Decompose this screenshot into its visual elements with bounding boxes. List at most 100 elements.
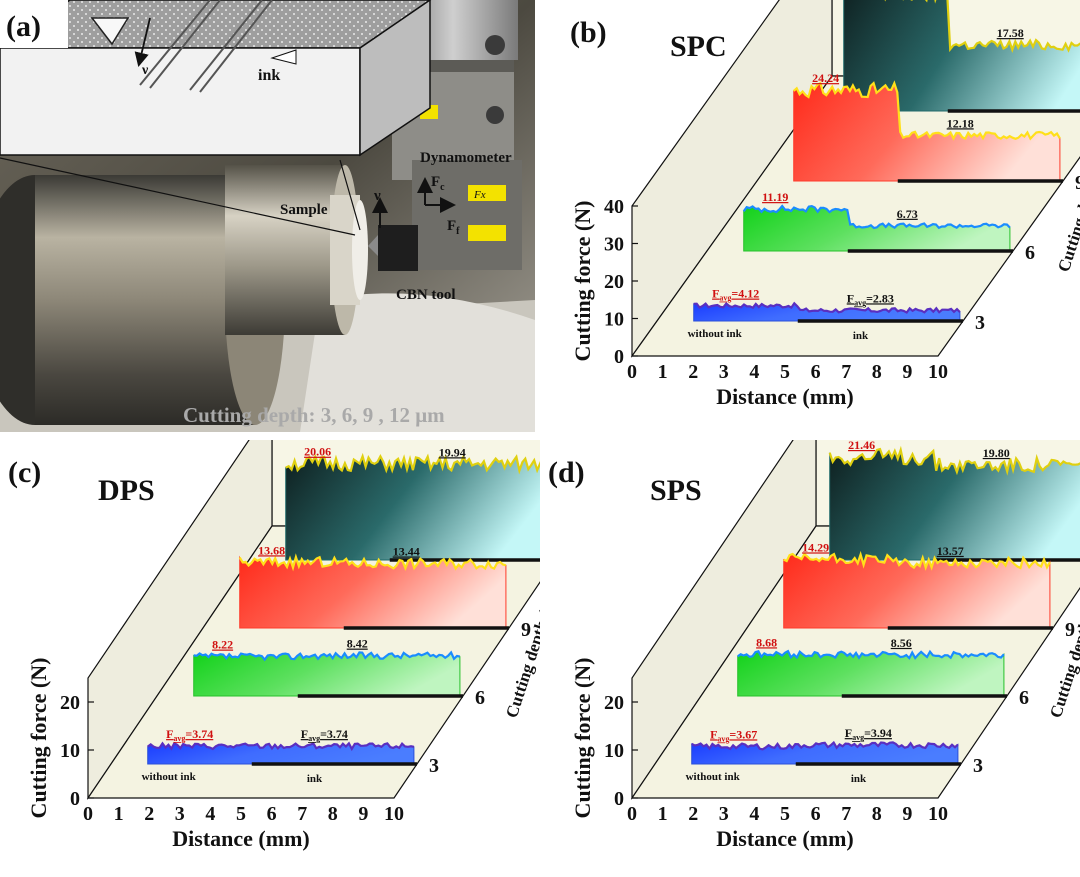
avg-label-ink-depth-6: 6.73 [897, 207, 918, 221]
x-axis-title: Distance (mm) [172, 826, 309, 851]
force-trace-depth-9 [783, 550, 1051, 571]
chart-title: DPS [98, 474, 155, 507]
depth-tick-3: 3 [975, 312, 985, 334]
cutting-depth-caption: Cutting depth: 3, 6, 9 , 12 μm [183, 403, 445, 427]
x-tick-6: 6 [811, 803, 821, 825]
x-tick-4: 4 [749, 361, 759, 383]
fc-label: Fc [431, 174, 445, 193]
chart-title: SPS [650, 474, 702, 507]
panel-tag: (d) [548, 456, 585, 489]
chart-panel-sps: 21.46 19.80 12 14.29 13.57 9 8.68 8.56 6 Favg=3.6… [540, 404, 1080, 872]
x-tick-7: 7 [297, 803, 307, 825]
region-label-without-ink: without ink [688, 328, 743, 340]
depth-tick-6: 6 [1019, 687, 1029, 709]
x-tick-0: 0 [627, 803, 637, 825]
y-tick-0: 0 [614, 788, 624, 810]
ff-label: Ff [447, 218, 460, 237]
avg-label-without-ink-depth-3: Favg=4.12 [712, 287, 759, 303]
avg-label-without-ink-depth-9: 24.24 [812, 71, 839, 85]
x-tick-2: 2 [688, 803, 698, 825]
chart-title: SPC [670, 30, 727, 63]
x-tick-5: 5 [780, 803, 790, 825]
y-tick-40: 40 [604, 196, 624, 218]
avg-label-ink-depth-9: 13.57 [937, 544, 964, 558]
x-tick-7: 7 [841, 803, 851, 825]
x-tick-2: 2 [144, 803, 154, 825]
region-label-ink: ink [307, 773, 323, 785]
avg-label-without-ink-depth-12: 21.46 [848, 440, 875, 452]
x-tick-7: 7 [841, 361, 851, 383]
chart-svg-spc: 31.5117.581224.2412.18911.196.736Favg=4.… [570, 0, 1080, 409]
depth-tick-9: 9 [521, 619, 531, 641]
avg-label-ink-depth-12: 17.58 [997, 26, 1024, 40]
x-tick-3: 3 [719, 803, 729, 825]
x-tick-1: 1 [114, 803, 124, 825]
x-tick-8: 8 [872, 361, 882, 383]
avg-label-without-ink-depth-3: Favg=3.74 [166, 727, 213, 743]
y-tick-30: 30 [604, 234, 624, 256]
dynamometer-label: Dynamometer [420, 150, 512, 166]
avg-label-without-ink-depth-3: Favg=3.67 [710, 727, 757, 743]
y-tick-20: 20 [604, 271, 624, 293]
sample-label: Sample [280, 202, 328, 218]
avg-label-without-ink-depth-9: 13.68 [258, 543, 285, 557]
x-tick-3: 3 [175, 803, 185, 825]
x-tick-4: 4 [749, 803, 759, 825]
y-tick-10: 10 [604, 309, 624, 331]
chart-panel-dps: 20.06 19.94 12 13.68 13.44 9 8.22 8.42 6 Favg=3.7… [0, 404, 587, 872]
avg-label-without-ink-depth-12: 20.06 [304, 445, 331, 459]
region-label-ink: ink [853, 330, 869, 342]
y-tick-10: 10 [60, 740, 80, 762]
inset-ink-label: ink [258, 67, 280, 84]
y-axis-title: Cutting force (N) [26, 658, 51, 819]
avg-label-ink-depth-9: 12.18 [947, 116, 974, 130]
depth-tick-9: 9 [1065, 619, 1075, 641]
x-tick-1: 1 [658, 361, 668, 383]
x-tick-10: 10 [928, 803, 948, 825]
setup-photo: (a) ν ink Dynamometer Fc Ff Fx ν Sample … [0, 0, 535, 432]
y-tick-10: 10 [604, 740, 624, 762]
force-trace-depth-9 [792, 80, 1061, 141]
fx-label: Fx [473, 189, 486, 201]
force-trace-depth-12 [285, 452, 553, 475]
x-tick-6: 6 [811, 361, 821, 383]
x-axis-title: Distance (mm) [716, 384, 853, 409]
avg-label-ink-depth-3: Favg=3.94 [845, 726, 892, 742]
force-trace-depth-3 [693, 301, 961, 314]
avg-label-ink-depth-12: 19.80 [983, 446, 1010, 460]
chart-svg-sps: 21.46 19.80 12 14.29 13.57 9 8.68 8.56 6 Favg=3.6… [548, 404, 1080, 851]
x-tick-8: 8 [328, 803, 338, 825]
avg-label-ink-depth-3: Favg=3.74 [301, 727, 348, 743]
x-tick-2: 2 [688, 361, 698, 383]
cbn-tool-label: CBN tool [396, 287, 456, 303]
avg-label-without-ink-depth-9: 14.29 [802, 540, 829, 554]
x-tick-0: 0 [627, 361, 637, 383]
avg-label-ink-depth-3: Favg=2.83 [847, 291, 894, 307]
y-tick-20: 20 [604, 692, 624, 714]
y-tick-20: 20 [60, 692, 80, 714]
chart-panel-spc: 31.5117.581224.2412.18911.196.736Favg=4.… [540, 0, 1080, 432]
avg-label-without-ink-depth-6: 11.19 [762, 190, 788, 204]
panel-a-tag: (a) [6, 10, 41, 43]
force-area-depth-6 [737, 650, 1005, 697]
x-tick-9: 9 [358, 803, 368, 825]
x-tick-6: 6 [267, 803, 277, 825]
x-tick-8: 8 [872, 803, 882, 825]
inset-v-label: ν [141, 63, 149, 78]
panel-tag: (c) [8, 456, 41, 489]
x-tick-5: 5 [236, 803, 246, 825]
force-trace-depth-6 [742, 204, 1011, 230]
avg-label-ink-depth-12: 19.94 [439, 445, 466, 459]
v-label: ν [373, 188, 381, 204]
region-label-without-ink: without ink [142, 771, 197, 783]
y-axis-title: Cutting force (N) [570, 201, 595, 362]
chart-svg-dps: 20.06 19.94 12 13.68 13.44 9 8.22 8.42 6 Favg=3.7… [8, 404, 587, 851]
force-trace-depth-6 [737, 649, 1005, 660]
setup-photo-panel: (a) ν ink Dynamometer Fc Ff Fx ν Sample … [0, 0, 535, 432]
x-tick-10: 10 [928, 361, 948, 383]
x-tick-5: 5 [780, 361, 790, 383]
force-trace-depth-12 [828, 445, 1080, 476]
depth-tick-6: 6 [475, 687, 485, 709]
x-axis-title: Distance (mm) [716, 826, 853, 851]
avg-label-without-ink-depth-6: 8.68 [756, 635, 777, 649]
